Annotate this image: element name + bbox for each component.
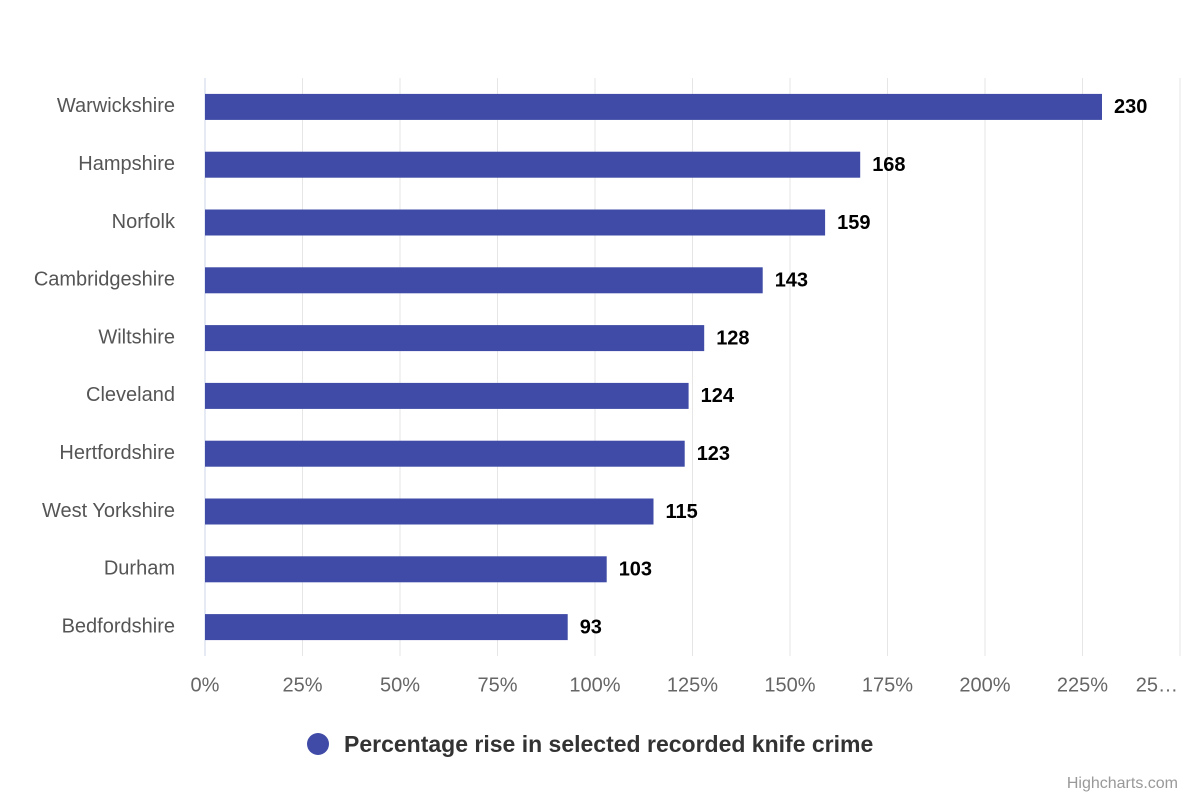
bar xyxy=(205,151,861,178)
y-tick-label: Cleveland xyxy=(86,384,175,406)
y-tick-label: West Yorkshire xyxy=(42,500,175,522)
y-tick-label: Durham xyxy=(104,558,175,580)
x-tick-label: 25… xyxy=(1136,674,1178,696)
bar xyxy=(205,440,685,467)
y-tick-label: Warwickshire xyxy=(57,95,175,117)
value-label: 128 xyxy=(716,327,749,349)
x-tick-label: 50% xyxy=(380,674,420,696)
bar xyxy=(205,267,763,294)
x-tick-label: 200% xyxy=(959,674,1010,696)
bar xyxy=(205,209,826,236)
y-tick-label: Hampshire xyxy=(78,153,175,175)
value-label: 115 xyxy=(666,501,698,523)
x-tick-label: 75% xyxy=(477,674,517,696)
y-tick-label: Norfolk xyxy=(112,211,176,233)
x-tick-label: 225% xyxy=(1057,674,1108,696)
x-tick-label: 125% xyxy=(667,674,718,696)
bar xyxy=(205,498,654,525)
legend-label: Percentage rise in selected recorded kni… xyxy=(344,731,873,757)
legend-marker xyxy=(307,733,329,755)
bar xyxy=(205,614,568,641)
x-tick-label: 0% xyxy=(191,674,220,696)
bar xyxy=(205,325,705,352)
bar xyxy=(205,556,607,583)
bar xyxy=(205,93,1102,120)
value-label: 230 xyxy=(1114,96,1147,118)
value-label: 143 xyxy=(775,270,808,292)
x-tick-label: 25% xyxy=(282,674,322,696)
value-label: 103 xyxy=(619,559,652,581)
y-tick-label: Hertfordshire xyxy=(59,442,175,464)
y-tick-label: Wiltshire xyxy=(98,326,175,348)
value-label: 93 xyxy=(580,616,602,638)
credits: Highcharts.com xyxy=(1067,775,1178,792)
bar xyxy=(205,382,689,409)
x-tick-label: 175% xyxy=(862,674,913,696)
x-tick-label: 100% xyxy=(569,674,620,696)
value-label: 124 xyxy=(701,385,735,407)
x-tick-label: 150% xyxy=(764,674,815,696)
value-label: 123 xyxy=(697,443,730,465)
value-label: 168 xyxy=(872,154,905,176)
y-tick-label: Cambridgeshire xyxy=(34,269,175,291)
value-label: 159 xyxy=(837,212,870,234)
y-tick-label: Bedfordshire xyxy=(62,615,175,637)
